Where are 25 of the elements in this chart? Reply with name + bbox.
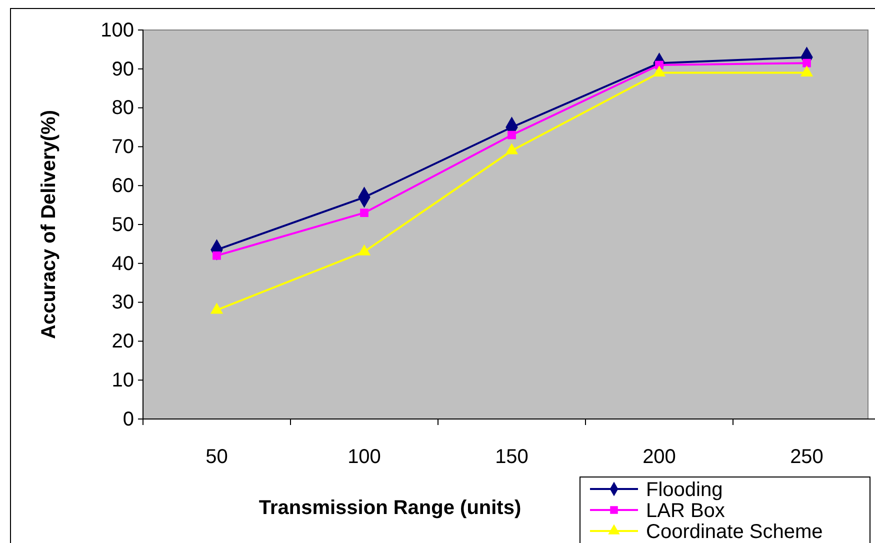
y-tick-label: 10 <box>112 370 134 392</box>
legend-label: LAR Box <box>646 500 725 522</box>
y-tick-label: 50 <box>112 214 134 236</box>
point <box>802 58 811 68</box>
x-tick-label: 150 <box>495 446 528 468</box>
legend-label: Flooding <box>646 479 723 501</box>
y-tick-label: 60 <box>112 175 134 197</box>
x-axis-title: Transmission Range (units) <box>258 497 522 519</box>
y-tick-label: 70 <box>112 136 134 158</box>
x-tick-label: 200 <box>642 446 676 468</box>
y-tick-label: 100 <box>100 19 134 42</box>
point <box>508 130 516 140</box>
y-axis-title: Accuracy of Delivery(%) <box>38 110 60 339</box>
y-tick-label: 0 <box>122 408 134 430</box>
y-tick-label: 20 <box>112 330 134 353</box>
y-tick-label: 80 <box>112 97 134 120</box>
point <box>360 208 368 218</box>
point <box>212 251 221 260</box>
y-tick-label: 90 <box>112 58 134 80</box>
y-tick-label: 30 <box>112 292 134 314</box>
x-tick-label: 50 <box>206 446 228 468</box>
legend-label: Coordinate Scheme <box>646 521 823 543</box>
y-tick-label: 40 <box>112 252 134 275</box>
x-tick-label: 250 <box>790 446 824 468</box>
x-tick-label: 100 <box>348 446 381 468</box>
